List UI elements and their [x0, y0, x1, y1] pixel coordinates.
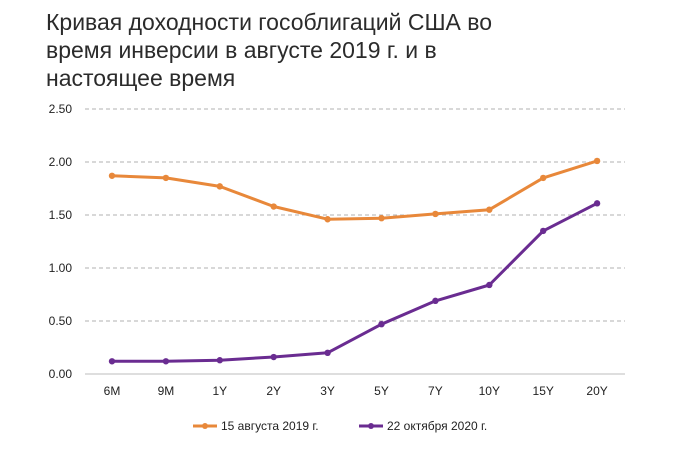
data-point: [108, 172, 116, 179]
legend-swatch-marker: [368, 423, 374, 429]
x-tick-label: 3Y: [320, 384, 335, 398]
series-line: [110, 201, 599, 363]
chart-title-line-3: настоящее время: [46, 65, 236, 91]
y-tick-label: 1.00: [49, 261, 73, 275]
x-tick-label: 2Y: [266, 384, 281, 398]
x-tick-label: 15Y: [533, 384, 554, 398]
data-point: [486, 281, 493, 289]
legend-item-2: 22 октября 2020 г.: [359, 419, 487, 433]
y-tick-label: 2.50: [49, 102, 73, 116]
data-point: [378, 214, 385, 222]
data-point: [162, 174, 170, 182]
y-tick-label: 0.50: [49, 314, 73, 328]
data-point: [324, 216, 331, 223]
x-tick-label: 6M: [104, 384, 121, 398]
data-point: [540, 227, 547, 235]
data-point: [108, 358, 116, 365]
series-2: [108, 200, 601, 365]
series-line: [110, 159, 599, 221]
legend-item-1: 15 августа 2019 г.: [193, 419, 319, 433]
series-1: [108, 157, 601, 223]
x-tick-label: 9M: [158, 384, 175, 398]
legend-label: 15 августа 2019 г.: [221, 419, 319, 433]
x-axis-ticks: 6M 9M 1Y 2Y 3Y 5Y 7Y 10Y 15Y 20Y: [104, 384, 608, 398]
data-point: [540, 174, 547, 182]
x-tick-label: 1Y: [212, 384, 227, 398]
x-tick-label: 10Y: [479, 384, 500, 398]
data-point: [378, 320, 385, 328]
data-point: [486, 206, 493, 213]
chart-title: Кривая доходности гособлигаций США во вр…: [46, 8, 666, 92]
legend: 15 августа 2019 г. 22 октября 2020 г.: [193, 419, 487, 433]
grid-layer: [85, 108, 625, 375]
chart-title-line-2: время инверсии в августе 2019 г. и в: [46, 37, 437, 63]
data-point: [324, 349, 331, 356]
data-point: [162, 358, 170, 365]
data-point: [432, 297, 439, 305]
data-point: [593, 157, 601, 165]
chart-title-line-1: Кривая доходности гособлигаций США во: [46, 9, 493, 35]
legend-label: 22 октября 2020 г.: [387, 419, 487, 433]
series-layer: [108, 157, 601, 365]
data-point: [270, 353, 277, 361]
x-tick-label: 20Y: [586, 384, 607, 398]
y-tick-label: 2.00: [49, 155, 73, 169]
data-point: [216, 183, 223, 190]
x-tick-label: 5Y: [374, 384, 389, 398]
x-tick-label: 7Y: [428, 384, 443, 398]
legend-swatch-marker: [202, 423, 208, 429]
data-point: [593, 200, 601, 207]
y-axis-ticks: 0.00 0.50 1.00 1.50 2.00 2.50: [49, 102, 73, 381]
data-point: [216, 357, 223, 364]
data-point: [432, 210, 439, 218]
y-tick-label: 1.50: [49, 208, 73, 222]
y-tick-label: 0.00: [49, 367, 73, 381]
data-point: [270, 203, 277, 210]
